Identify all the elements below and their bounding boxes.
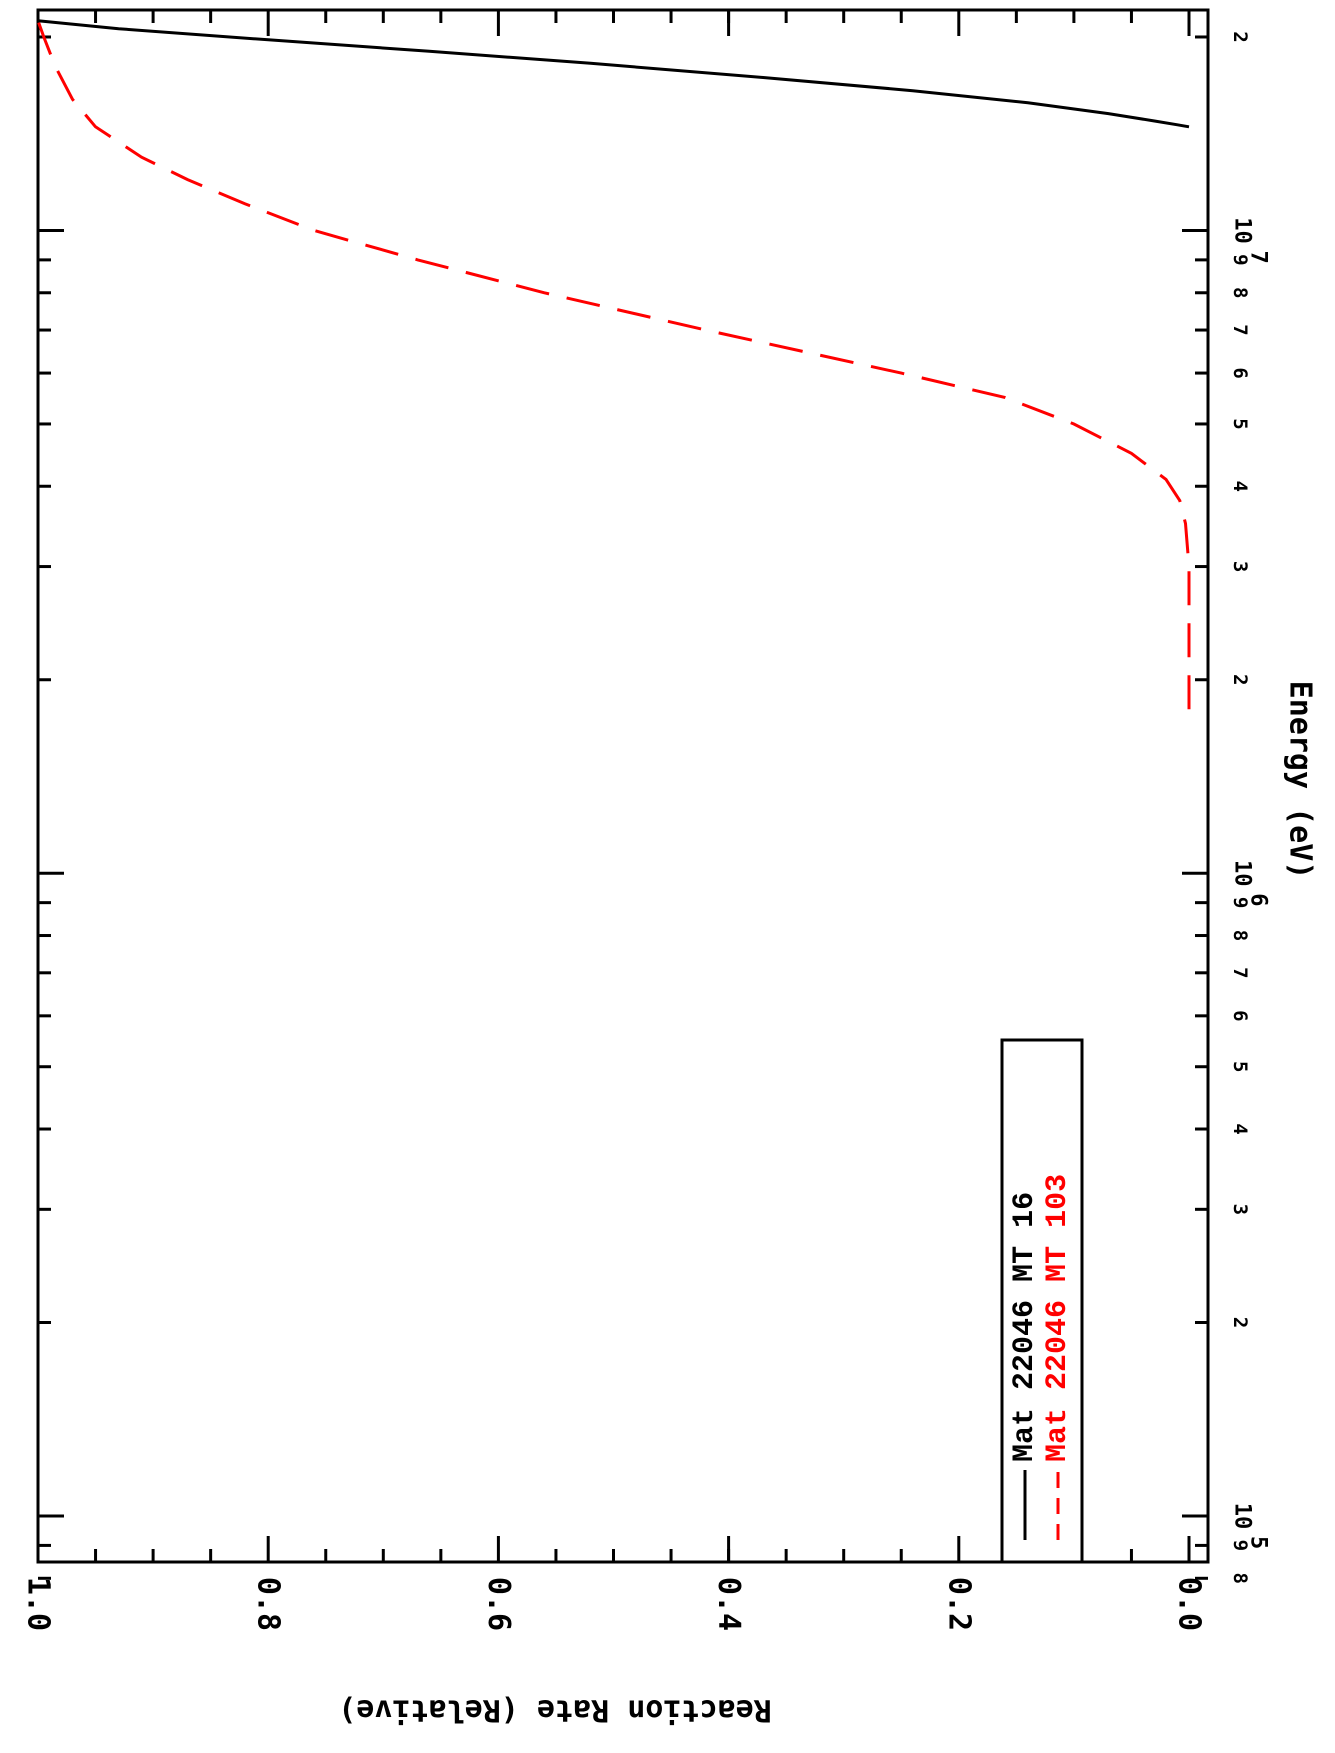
x-tick-label: 3 [1229, 1204, 1251, 1215]
legend-box [1000, 1038, 1084, 1564]
legend-entry-part [1008, 1390, 1042, 1408]
series-mt103-line [36, 20, 1191, 710]
y-tick-label: 0.6 [481, 1577, 516, 1631]
y-tick-label: 0.0 [1172, 1577, 1207, 1631]
series-mt16-line [37, 19, 1190, 129]
x-major-label-exponent: 5 [1246, 1536, 1271, 1549]
x-tick-label: 9 [1229, 1540, 1251, 1551]
x-tick-label: 2 [1229, 1317, 1251, 1328]
x-tick-label: 2 [1229, 31, 1251, 42]
x-tick-label: 5 [1229, 1061, 1251, 1072]
legend-entry-part: 22046 [1008, 1300, 1042, 1390]
y-tick-label: 0.8 [251, 1577, 286, 1631]
legend-entry-part: 103 [1041, 1174, 1075, 1228]
legend-entry-part: MT [1041, 1246, 1075, 1282]
y-tick-label: 0.2 [941, 1577, 976, 1631]
x-major-label-base: 10 [1230, 217, 1255, 244]
x-major-label-exponent: 6 [1246, 893, 1271, 906]
x-tick-label: 7 [1229, 967, 1251, 978]
x-tick-label: 7 [1229, 324, 1251, 335]
x-major-label-base: 10 [1230, 860, 1255, 887]
plot-frame [36, 8, 1210, 1564]
x-major-label-exponent: 7 [1246, 250, 1271, 263]
y-tick-label: 0.4 [711, 1577, 746, 1631]
legend-entry-part: 16 [1008, 1192, 1042, 1228]
x-major-label-base: 10 [1230, 1503, 1255, 1530]
legend-entry-part [1041, 1228, 1075, 1246]
x-tick-label: 8 [1229, 1573, 1251, 1584]
legend-entry-part: MT [1008, 1246, 1042, 1282]
legend-entry-label: Mat 22046 MT 16 [1008, 1192, 1042, 1462]
x-major-label: 106 [1230, 860, 1271, 907]
x-axis-title: Energy (eV) [1283, 681, 1318, 880]
x-tick-label: 4 [1229, 1123, 1251, 1134]
x-major-label: 107 [1230, 217, 1271, 264]
x-tick-label: 8 [1229, 930, 1251, 941]
rotated-plot: 89234567892345678921051061070.00.20.40.6… [21, 8, 1318, 1728]
legend-entry-part [1041, 1390, 1075, 1408]
x-tick-label: 3 [1229, 561, 1251, 572]
legend-entry-part: Mat [1008, 1408, 1042, 1462]
legend-entry-part: Mat [1041, 1408, 1075, 1462]
y-tick-label: 1.0 [21, 1577, 56, 1631]
legend-entry-part: 22046 [1041, 1300, 1075, 1390]
legend-entry-part [1041, 1282, 1075, 1300]
legend-entry-part [1008, 1228, 1042, 1246]
x-tick-label: 8 [1229, 287, 1251, 298]
x-tick-label: 9 [1229, 897, 1251, 908]
x-tick-label: 6 [1229, 1010, 1251, 1021]
legend-entry-label: Mat 22046 MT 103 [1041, 1174, 1075, 1462]
x-tick-label: 2 [1229, 674, 1251, 685]
x-tick-label: 5 [1229, 418, 1251, 429]
x-tick-label: 9 [1229, 254, 1251, 265]
y-axis-title: Reaction Rate (Relative) [338, 1693, 771, 1728]
x-tick-label: 6 [1229, 367, 1251, 378]
legend-entry-part [1008, 1282, 1042, 1300]
x-tick-label: 4 [1229, 481, 1251, 492]
x-major-label: 105 [1230, 1503, 1271, 1550]
